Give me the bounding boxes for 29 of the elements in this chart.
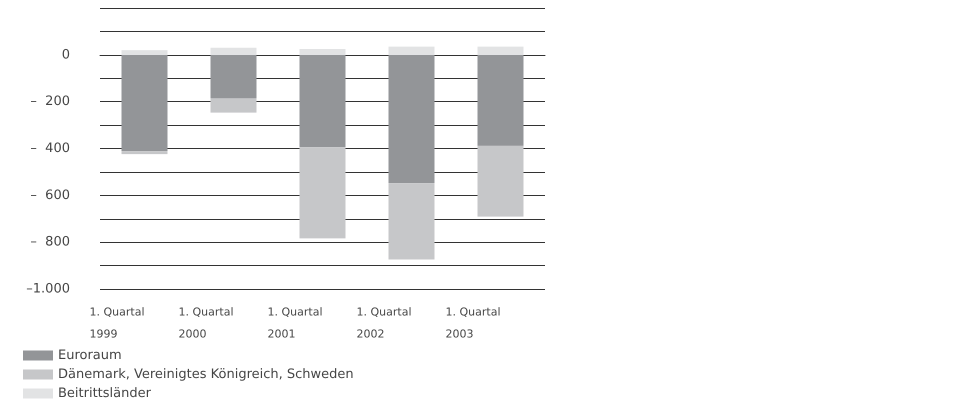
x-tick-label: 1. Quartal 2003 [446, 306, 500, 340]
bar [210, 98, 256, 113]
legend-label: Beitrittsländer [58, 386, 152, 401]
x-tick-label: 1. Quartal 2002 [356, 306, 412, 340]
x-tick-label: 1. Quartal 2000 [178, 306, 234, 340]
bar [122, 54, 168, 152]
y-tick-label: 0 [62, 47, 70, 62]
bar [478, 46, 524, 55]
bar [388, 54, 434, 184]
bar [300, 147, 346, 238]
bar [300, 54, 346, 148]
legend-label: Dänemark, Vereinigtes Königreich, Schweden [58, 367, 354, 382]
bar [122, 151, 168, 154]
bar [478, 54, 524, 146]
bar [300, 48, 346, 55]
legend-label: Euroraum [58, 348, 122, 363]
x-tick-label: 1. Quartal 2001 [268, 306, 322, 340]
y-tick-label: – 200 [30, 94, 70, 110]
bar [388, 183, 434, 260]
y-tick-label: – 800 [30, 234, 70, 250]
bar [210, 54, 256, 98]
bar [388, 46, 434, 55]
x-tick-label: 1. Quartal 1999 [90, 306, 144, 340]
bar [478, 146, 524, 217]
bar [122, 50, 168, 55]
y-tick-label: –1.000 [26, 282, 70, 296]
y-tick-label: – 400 [30, 141, 70, 156]
bar [210, 48, 256, 55]
y-tick-label: – 600 [30, 188, 70, 203]
